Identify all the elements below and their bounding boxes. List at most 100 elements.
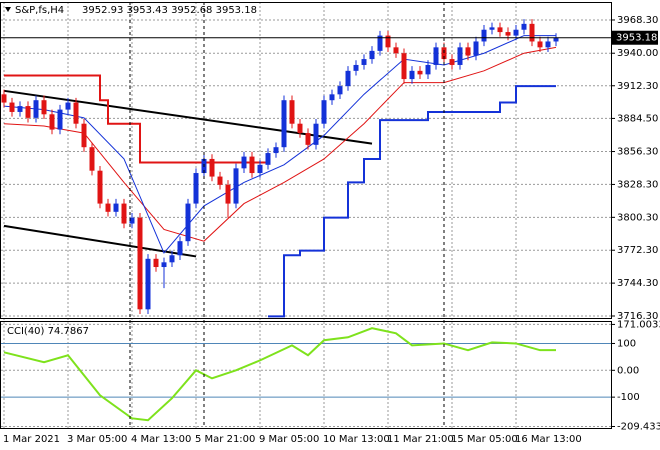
y-tick-label: 3800.30 [617,212,658,223]
candle-body [401,53,407,80]
y-tick-label: 3912.30 [617,81,658,92]
y-tick-label: 3856.30 [617,147,658,158]
y-tick-label: -100 [617,392,640,403]
candle-body [193,173,199,204]
candle-body [153,258,159,268]
y-tick-label: 0.00 [617,365,639,376]
candle-body [473,41,479,56]
y-tick-label: 3968.30 [617,15,658,26]
candle-body [385,35,391,48]
candle-body [425,64,431,75]
step-line [4,74,269,164]
candle-body [441,47,447,60]
moving-average [3,35,556,254]
candle-body [17,106,23,112]
candle-body [249,156,255,174]
candle-body [233,168,239,204]
trend-line [3,224,197,258]
candle-body [377,35,383,51]
candle-body [225,184,231,204]
candle-body [241,156,247,169]
candle-body [521,23,527,30]
candle-body [369,50,375,60]
candle-body [273,147,279,154]
candle-body [185,203,191,242]
x-tick-label: 9 Mar 05:00 [259,434,319,445]
x-tick-label: 11 Mar 21:00 [387,434,454,445]
x-tick-label: 3 Mar 05:00 [67,434,127,445]
candle-body [537,41,543,48]
candle-body [297,123,303,134]
x-tick-label: 10 Mar 13:00 [323,434,390,445]
candle-body [41,100,47,115]
moving-average [3,46,557,242]
candle-body [289,100,295,124]
candle-body [313,123,319,145]
candle-body [305,133,311,145]
candle-body [113,203,119,212]
candle-body [409,70,415,80]
candle-body [345,70,351,87]
candle-body [449,59,455,65]
y-tick-label: 3716.30 [617,311,658,322]
candle-body [169,255,175,263]
candle-body [361,59,367,65]
candle-body [105,203,111,212]
candle-body [513,29,519,36]
candle-body [481,29,487,42]
candle-body [217,176,223,185]
candle-body [433,47,439,65]
candle-body [137,217,143,310]
candle-body [209,158,215,177]
candle-body [65,102,71,110]
candle-body [145,258,151,310]
candle-body [129,217,135,224]
candle-body [337,86,343,95]
candle-body [393,47,399,54]
x-tick-label: 5 Mar 21:00 [195,434,255,445]
candle-body [321,100,327,124]
candle-body [545,41,551,48]
x-tick-label: 16 Mar 13:00 [515,434,582,445]
candle-body [553,37,559,42]
candle-body [9,102,15,112]
y-tick-label: -209.4331 [617,422,660,433]
y-tick-label: 171.0033 [617,319,660,330]
cci-title: CCI(40) 74.7867 [7,326,89,337]
step-line [268,85,556,318]
candle-body [33,100,39,118]
chart-subtitle: 3952.93 3953.43 3952.68 3953.18 [82,5,257,16]
trend-line [3,89,373,145]
candle-body [265,153,271,165]
candle-body [25,106,31,118]
candle-body [57,109,63,130]
cci-frame [0,321,612,429]
x-tick-label: 4 Mar 13:00 [131,434,191,445]
candle-body [417,70,423,75]
candle-body [465,47,471,56]
price-box [612,30,658,45]
candle-body [49,114,55,130]
candle-body [1,94,7,103]
y-tick-label: 3940.00 [617,48,658,59]
y-tick-label: 3884.50 [617,113,658,124]
candle-body [257,164,263,174]
candle-body [281,100,287,148]
plot-layer [1,2,615,428]
x-tick-label: 15 Mar 05:00 [451,434,518,445]
y-tick-label: 100 [617,338,636,349]
cci-line [3,327,556,422]
candle-body [89,147,95,171]
candle-body [121,203,127,224]
candle-body [505,32,511,36]
main-frame [0,2,612,319]
candle-body [529,23,535,42]
candle-body [353,64,359,71]
y-tick-label: 3772.30 [617,245,658,256]
candle-body [81,123,87,148]
price-label: 3953.18 [616,33,657,44]
menu-triangle [5,7,11,12]
chart-title: S&P,fs,H4 [15,5,64,16]
